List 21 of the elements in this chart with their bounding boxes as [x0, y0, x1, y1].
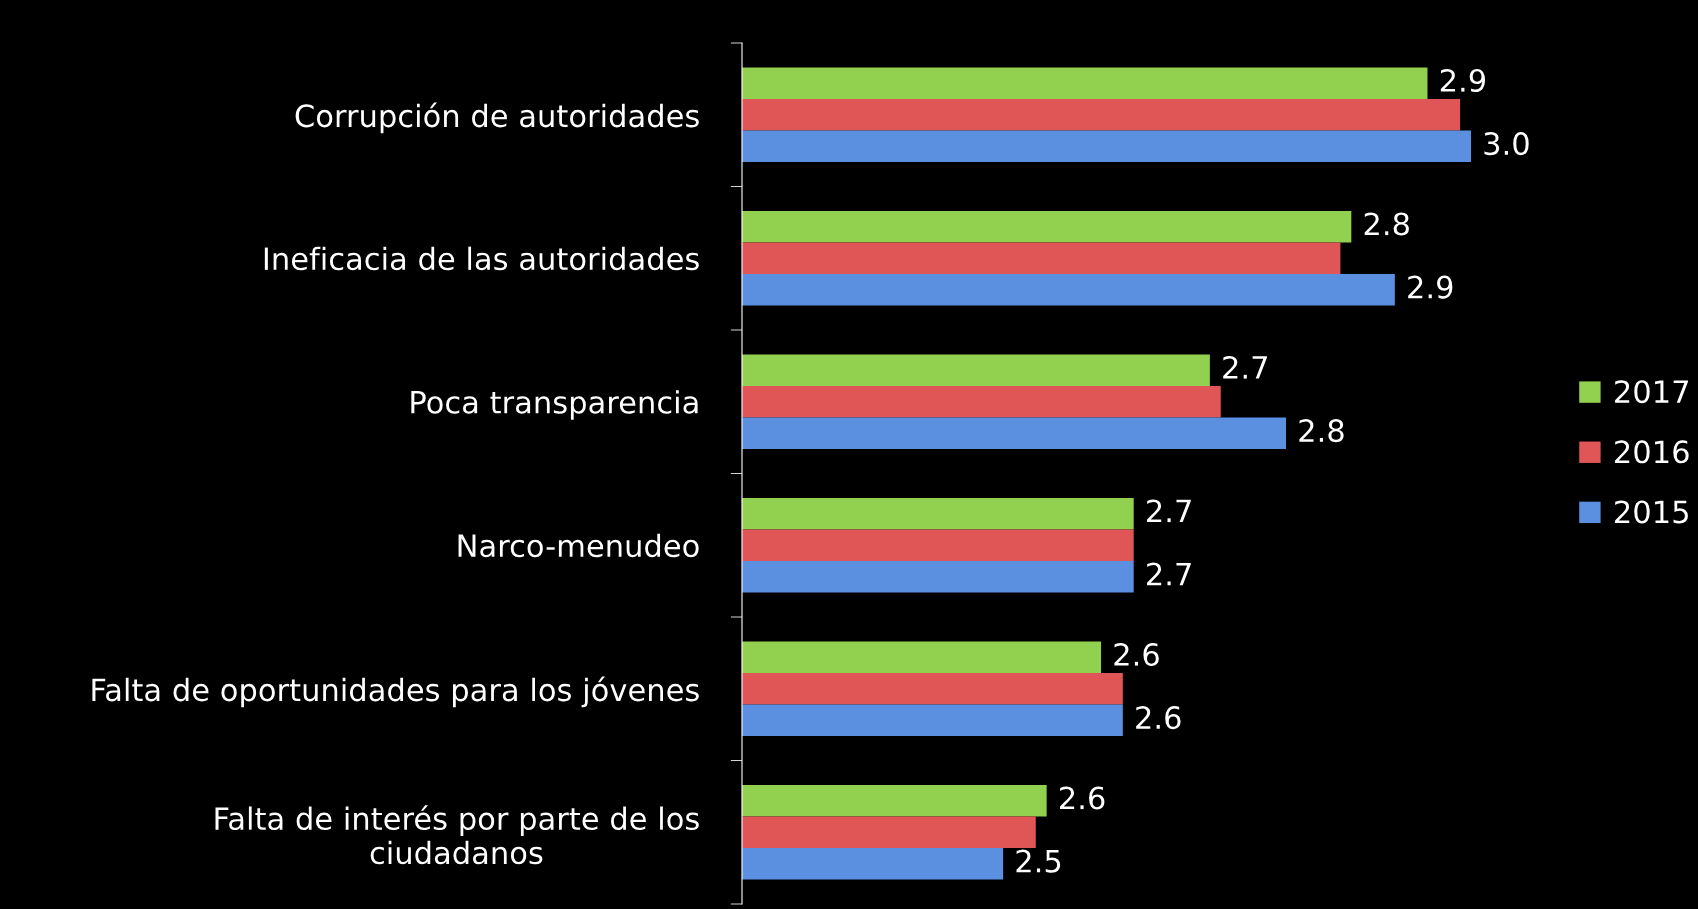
y-tick-label: Narco-menudeo [458, 533, 699, 558]
data-label: 2.7 [1147, 562, 1191, 586]
legend-label: 2015 [1615, 500, 1688, 524]
data-label: 3.0 [1484, 132, 1529, 156]
legend-label: 2016 [1615, 440, 1689, 464]
y-tick-label: Corrupción de autoridades [295, 102, 699, 134]
y-tick-label: Falta de oportunidades para los jóvenes [92, 676, 699, 708]
data-label: 2.8 [1364, 212, 1409, 236]
data-label: 2.7 [1147, 499, 1191, 523]
y-tick-label: Poca transparencia [411, 390, 698, 420]
data-label: 2.7 [1223, 355, 1267, 379]
data-label: 2.6 [1114, 642, 1159, 667]
y-tick-label: Ineficacia de las autoridades [264, 246, 699, 271]
data-label: 2.5 [1016, 849, 1061, 873]
legend-label: 2017 [1615, 380, 1688, 404]
data-label: 2.9 [1408, 275, 1453, 299]
data-label: 2.6 [1136, 706, 1181, 730]
data-label: 2.6 [1060, 786, 1105, 810]
data-label: 2.8 [1299, 419, 1344, 443]
data-label: 2.9 [1440, 68, 1486, 93]
y-tick-label: Falta de interés por parte de los ciudadanos [215, 805, 699, 865]
